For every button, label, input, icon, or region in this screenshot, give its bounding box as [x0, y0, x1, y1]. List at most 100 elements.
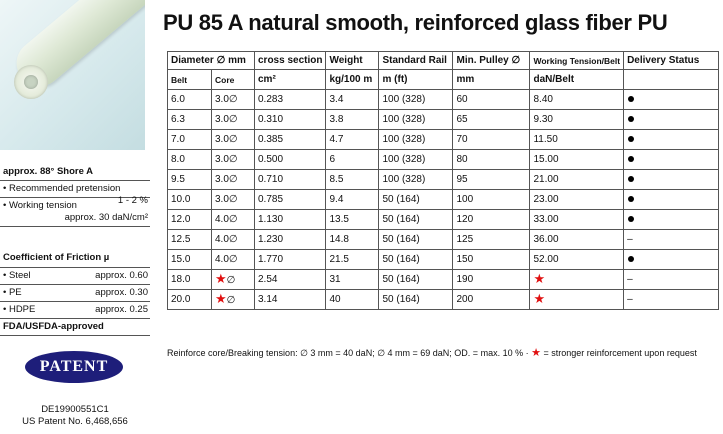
- cell-delivery: [623, 109, 719, 130]
- available-bullet-icon: [628, 116, 635, 123]
- col-working-tension: Working Tension/Belt: [529, 51, 625, 70]
- col-weight: Weight: [325, 51, 380, 70]
- cell-weight: 3.4: [325, 89, 380, 110]
- cell-rail: 50 (164): [378, 249, 454, 270]
- cell-pulley: 150: [452, 249, 531, 270]
- patent-numbers: DE19900551C1 US Patent No. 6,468,656: [0, 404, 150, 428]
- cell-core: ★∅: [211, 269, 255, 290]
- cell-core: 3.0∅: [211, 129, 255, 150]
- cell-delivery: [623, 149, 719, 170]
- unit-tension: daN/Belt: [529, 69, 625, 90]
- friction-label: • HDPE: [3, 304, 36, 315]
- cell-pulley: 190: [452, 269, 531, 290]
- cell-tension: ★: [529, 269, 625, 290]
- cell-weight: 8.5: [325, 169, 380, 190]
- cell-cross: 2.54: [253, 269, 327, 290]
- cell-tension: 23.00: [529, 189, 625, 210]
- col-delivery-status: Delivery Status: [623, 51, 719, 70]
- unit-cross-section: cm²: [253, 69, 327, 90]
- product-photo: [0, 0, 145, 150]
- patent-number-us: US Patent No. 6,468,656: [22, 416, 128, 427]
- available-bullet-icon: [628, 216, 635, 223]
- cell-belt: 9.5: [167, 169, 212, 190]
- table-row: 18.0 ★∅ 2.54 31 50 (164) 190 ★ –: [167, 269, 719, 290]
- cell-pulley: 125: [452, 229, 531, 250]
- cell-delivery: –: [623, 269, 719, 290]
- cell-core: 4.0∅: [211, 249, 255, 270]
- friction-block: Coefficient of Friction µ • Steel approx…: [0, 252, 150, 336]
- footnote-tail: = stronger reinforcement upon request: [543, 348, 697, 358]
- cell-weight: 21.5: [325, 249, 380, 270]
- cell-delivery: –: [623, 229, 719, 250]
- table-row: 6.3 3.0∅ 0.310 3.8 100 (328) 65 9.30: [167, 109, 719, 130]
- table-row: 6.0 3.0∅ 0.283 3.4 100 (328) 60 8.40: [167, 89, 719, 110]
- left-panel: approx. 88° Shore A • Recommended preten…: [0, 0, 150, 434]
- friction-row: • PE approx. 0.30: [0, 285, 150, 302]
- cell-tension: 21.00: [529, 169, 625, 190]
- star-icon: ★: [215, 290, 227, 306]
- unit-belt: Belt: [167, 69, 212, 90]
- cell-pulley: 120: [452, 209, 531, 230]
- table-row: 7.0 3.0∅ 0.385 4.7 100 (328) 70 11.50: [167, 129, 719, 150]
- cell-cross: 1.130: [253, 209, 327, 230]
- cell-weight: 4.7: [325, 129, 380, 150]
- cell-weight: 13.5: [325, 209, 380, 230]
- friction-title: Coefficient of Friction µ: [0, 252, 150, 268]
- cell-cross: 0.385: [253, 129, 327, 150]
- cell-rail: 50 (164): [378, 229, 454, 250]
- cell-cross: 1.770: [253, 249, 327, 270]
- cell-cross: 0.283: [253, 89, 327, 110]
- unit-pulley: mm: [452, 69, 531, 90]
- table-row: 12.0 4.0∅ 1.130 13.5 50 (164) 120 33.00: [167, 209, 719, 230]
- cell-delivery: [623, 249, 719, 270]
- friction-label: • Steel: [3, 270, 31, 281]
- unit-rail: m (ft): [378, 69, 454, 90]
- footnote-text: Reinforce core/Breaking tension: ∅ 3 mm …: [167, 348, 529, 358]
- friction-row: • HDPE approx. 0.25: [0, 302, 150, 319]
- cell-pulley: 70: [452, 129, 531, 150]
- cell-weight: 14.8: [325, 229, 380, 250]
- core-symbol: ∅: [226, 294, 236, 306]
- cell-pulley: 95: [452, 169, 531, 190]
- pretension-label: • Recommended pretension: [3, 183, 121, 194]
- table-row: 8.0 3.0∅ 0.500 6 100 (328) 80 15.00: [167, 149, 719, 170]
- table-header-row: Diameter ∅ mm cross section Weight Stand…: [167, 51, 719, 70]
- cell-pulley: 65: [452, 109, 531, 130]
- cell-rail: 50 (164): [378, 189, 454, 210]
- cell-weight: 3.8: [325, 109, 380, 130]
- footnote: Reinforce core/Breaking tension: ∅ 3 mm …: [167, 348, 697, 359]
- col-min-pulley: Min. Pulley ∅: [452, 51, 531, 70]
- cell-delivery: [623, 129, 719, 150]
- spec-table-wrapper: Diameter ∅ mm cross section Weight Stand…: [167, 51, 719, 310]
- cell-pulley: 200: [452, 289, 531, 310]
- cell-weight: 31: [325, 269, 380, 290]
- cell-weight: 9.4: [325, 189, 380, 210]
- cell-rail: 100 (328): [378, 169, 454, 190]
- spec-table: Diameter ∅ mm cross section Weight Stand…: [167, 51, 719, 310]
- cell-belt: 15.0: [167, 249, 212, 270]
- available-bullet-icon: [628, 176, 635, 183]
- table-row: 20.0 ★∅ 3.14 40 50 (164) 200 ★ –: [167, 289, 719, 310]
- page-title: PU 85 A natural smooth, reinforced glass…: [163, 10, 668, 35]
- cell-pulley: 100: [452, 189, 531, 210]
- available-bullet-icon: [628, 96, 635, 103]
- cell-tension: 36.00: [529, 229, 625, 250]
- col-cross-section: cross section: [253, 51, 327, 70]
- friction-value: approx. 0.25: [95, 304, 148, 315]
- cell-tension: 15.00: [529, 149, 625, 170]
- cell-core: 3.0∅: [211, 109, 255, 130]
- unit-weight: kg/100 m: [325, 69, 380, 90]
- col-standard-rail: Standard Rail: [378, 51, 454, 70]
- star-icon: ★: [215, 270, 227, 286]
- working-tension-row: • Working tension approx. 30 daN/cm²: [0, 198, 150, 227]
- cell-tension: 8.40: [529, 89, 625, 110]
- shore-hardness: approx. 88° Shore A: [3, 166, 94, 177]
- cell-core: 4.0∅: [211, 209, 255, 230]
- unit-core: Core: [211, 69, 255, 90]
- patent-badge: PATENT: [25, 351, 123, 383]
- cell-core: ★∅: [211, 289, 255, 310]
- cell-belt: 10.0: [167, 189, 212, 210]
- cell-tension: 9.30: [529, 109, 625, 130]
- table-unit-row: Belt Core cm² kg/100 m m (ft) mm daN/Bel…: [167, 69, 719, 90]
- cell-tension: 33.00: [529, 209, 625, 230]
